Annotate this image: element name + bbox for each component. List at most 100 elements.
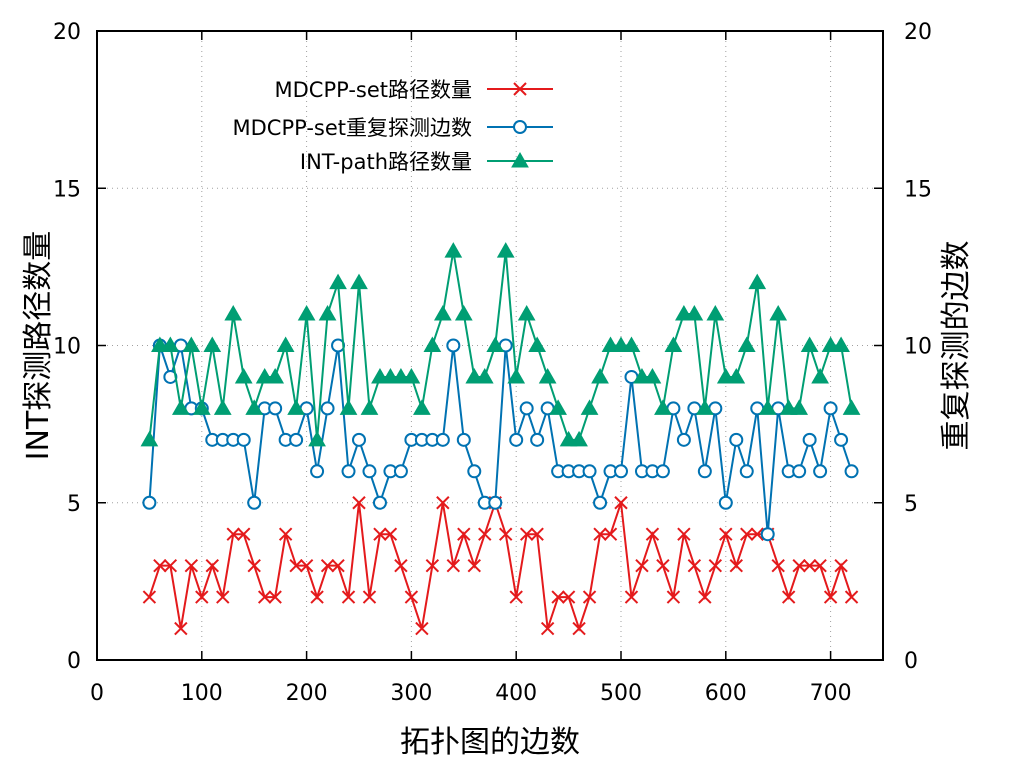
data-point: [622, 336, 641, 352]
data-point: [373, 527, 387, 541]
data-point: [247, 558, 261, 573]
data-point: [654, 399, 672, 415]
y2-tick-label: 0: [904, 649, 918, 674]
data-point: [842, 399, 861, 415]
legend: MDCPP-set路径数量 MDCPP-set重复探测边数 INT-path路径数量: [233, 78, 553, 174]
data-point: [727, 367, 746, 384]
data-point: [676, 432, 691, 447]
data-point: [245, 399, 264, 415]
data-point: [813, 558, 827, 573]
data-point: [237, 527, 251, 541]
data-point: [528, 336, 547, 352]
data-point: [352, 496, 366, 510]
marker-stroke: [624, 590, 639, 604]
data-point: [729, 558, 743, 573]
data-point: [781, 590, 796, 604]
y-tick-label: 10: [53, 335, 81, 360]
data-point: [517, 305, 536, 321]
data-point: [519, 401, 534, 416]
marker-stroke: [729, 558, 743, 573]
marker-stroke: [813, 558, 827, 573]
plot-series: [140, 242, 861, 636]
data-point: [758, 399, 777, 415]
data-point: [457, 527, 471, 541]
data-point: [800, 336, 819, 352]
data-point: [192, 399, 211, 415]
data-point: [404, 590, 419, 604]
marker-stroke: [289, 558, 303, 573]
data-point: [216, 590, 230, 604]
data-point: [486, 336, 505, 352]
x-tick-label: 300: [390, 681, 432, 706]
data-point: [415, 621, 429, 636]
data-point: [268, 401, 283, 416]
data-point: [844, 464, 859, 479]
data-point: [656, 558, 670, 573]
data-point: [698, 590, 712, 604]
marker-stroke: [257, 590, 272, 604]
data-point: [561, 590, 576, 604]
data-point: [444, 242, 463, 258]
data-point: [687, 558, 702, 573]
marker-stroke: [237, 527, 251, 541]
data-point: [718, 495, 733, 510]
marker-stroke: [719, 527, 733, 541]
marker-stroke: [530, 527, 544, 541]
legend-marker: [511, 151, 529, 168]
data-point: [163, 558, 178, 573]
marker-stroke: [666, 590, 681, 604]
data-point: [467, 464, 482, 479]
data-point: [161, 336, 180, 352]
data-point: [790, 399, 809, 415]
y-tick-label: 20: [53, 20, 81, 45]
data-point: [236, 432, 251, 447]
x-tick-label: 500: [600, 681, 642, 706]
data-point: [551, 590, 565, 604]
data-point: [740, 527, 754, 541]
marker-stroke: [153, 558, 167, 573]
marker-stroke: [394, 558, 408, 573]
y2-tick-label: 5: [904, 492, 918, 517]
data-point: [666, 590, 681, 604]
data-point: [614, 496, 628, 510]
data-point: [488, 495, 503, 510]
data-point: [507, 367, 526, 384]
data-point: [570, 430, 588, 447]
data-point: [750, 527, 764, 541]
x-tick-label: 700: [810, 681, 852, 706]
data-point: [475, 367, 494, 384]
data-point: [582, 590, 597, 604]
series-1: [142, 496, 859, 636]
marker-stroke: [740, 527, 754, 541]
marker-stroke: [362, 590, 377, 604]
y2-axis-title: 重复探测的边数: [939, 241, 974, 451]
data-point: [278, 527, 293, 541]
data-point: [655, 464, 670, 479]
data-point: [823, 590, 838, 604]
data-point: [320, 558, 335, 573]
y-tick-label: 5: [67, 492, 81, 517]
data-point: [140, 430, 159, 447]
marker-stroke: [582, 590, 597, 604]
marker-stroke: [142, 590, 157, 604]
data-point: [802, 432, 817, 447]
marker-stroke: [677, 527, 691, 541]
data-point: [182, 336, 201, 352]
data-point: [247, 495, 262, 510]
marker-stroke: [478, 527, 492, 541]
data-point: [268, 590, 282, 604]
data-point: [834, 432, 849, 447]
data-point: [153, 558, 167, 573]
marker-stroke: [226, 527, 240, 541]
marker-stroke: [299, 558, 314, 573]
data-point: [834, 558, 848, 573]
data-point: [350, 273, 368, 290]
data-point: [832, 336, 850, 352]
marker-stroke: [513, 82, 527, 96]
marker-stroke: [331, 558, 345, 573]
data-point: [320, 401, 335, 416]
x-tick-label: 400: [495, 681, 537, 706]
data-point: [530, 527, 544, 541]
data-point: [792, 464, 807, 479]
marker-stroke: [425, 558, 440, 573]
